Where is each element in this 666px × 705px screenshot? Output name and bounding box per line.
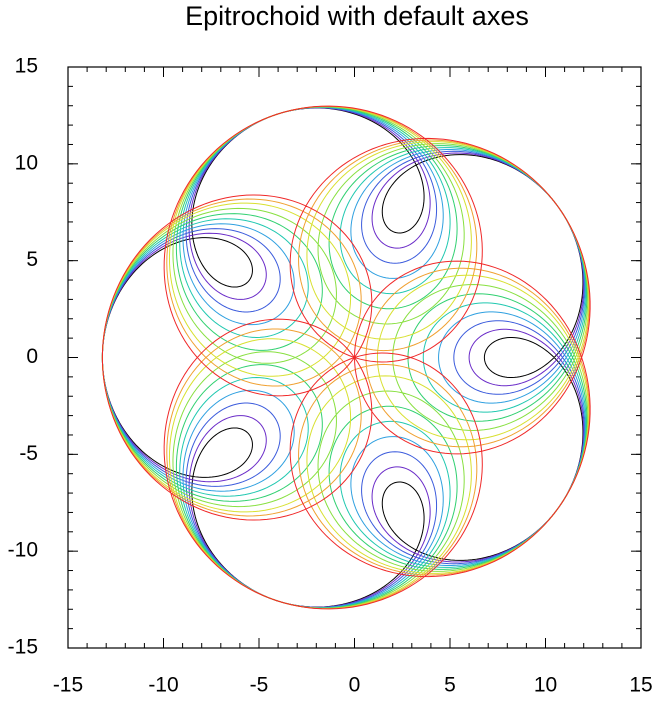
curve <box>101 107 585 608</box>
y-tick-label: 10 <box>15 151 38 174</box>
curve <box>101 106 589 609</box>
y-tick-label: 15 <box>15 55 38 78</box>
y-tick-label: -15 <box>8 636 38 659</box>
y-tick-label: 0 <box>26 345 38 368</box>
x-tick-label: -15 <box>53 674 83 697</box>
curve <box>101 106 587 609</box>
x-tick-label: 5 <box>444 674 456 697</box>
curve <box>101 105 591 610</box>
y-tick-label: 5 <box>26 248 38 271</box>
x-tick-label: 15 <box>629 674 652 697</box>
curve <box>101 107 585 608</box>
curve <box>101 107 584 608</box>
y-tick-label: -10 <box>8 539 38 562</box>
x-tick-label: -5 <box>250 674 269 697</box>
curve <box>101 106 588 609</box>
y-tick-label: -5 <box>19 442 38 465</box>
chart-title: Epitrochoid with default axes <box>185 1 529 31</box>
x-tick-label: 0 <box>349 674 361 697</box>
x-tick-label: 10 <box>534 674 557 697</box>
x-tick-label: -10 <box>148 674 178 697</box>
curve <box>101 106 586 609</box>
